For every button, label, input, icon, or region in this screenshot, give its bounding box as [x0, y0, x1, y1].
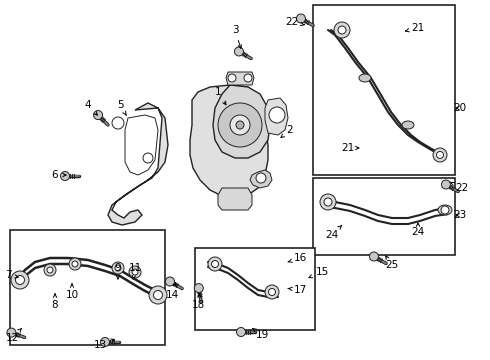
Circle shape [296, 14, 305, 23]
Text: 22: 22 [450, 182, 468, 193]
Text: 13: 13 [94, 339, 114, 350]
Bar [313, 5, 455, 175]
Circle shape [69, 258, 81, 270]
Circle shape [44, 264, 56, 276]
Text: 9: 9 [115, 263, 122, 279]
Text: 22: 22 [285, 17, 304, 27]
Circle shape [132, 269, 138, 275]
Circle shape [265, 285, 279, 299]
Circle shape [72, 261, 78, 267]
Circle shape [16, 275, 24, 284]
Circle shape [369, 252, 378, 261]
Text: 16: 16 [288, 253, 307, 263]
Polygon shape [218, 188, 252, 210]
Text: 5: 5 [117, 100, 126, 115]
Text: 11: 11 [128, 263, 142, 279]
Circle shape [433, 148, 447, 162]
Text: 7: 7 [5, 270, 18, 280]
Text: 24: 24 [325, 225, 342, 240]
Circle shape [94, 111, 102, 120]
Circle shape [324, 198, 332, 206]
Polygon shape [125, 115, 158, 175]
Text: 23: 23 [453, 210, 466, 220]
Circle shape [256, 173, 266, 183]
Ellipse shape [402, 121, 414, 129]
Text: 2: 2 [281, 125, 294, 138]
Circle shape [218, 103, 262, 147]
Circle shape [228, 74, 236, 82]
Circle shape [234, 47, 244, 56]
Ellipse shape [438, 205, 452, 215]
Circle shape [437, 152, 443, 158]
Circle shape [100, 338, 109, 346]
Text: 14: 14 [166, 283, 179, 300]
Text: 1: 1 [215, 87, 226, 105]
Text: 21: 21 [342, 143, 359, 153]
Circle shape [212, 261, 219, 267]
Text: 10: 10 [66, 284, 78, 300]
Circle shape [441, 180, 450, 189]
Text: 3: 3 [232, 25, 242, 48]
Text: 8: 8 [51, 294, 58, 310]
Text: 21: 21 [406, 23, 425, 33]
Circle shape [194, 284, 203, 293]
Circle shape [338, 26, 346, 34]
Polygon shape [250, 170, 272, 188]
Polygon shape [108, 103, 168, 225]
Text: 20: 20 [453, 103, 466, 113]
Circle shape [334, 22, 350, 38]
Bar [195, 248, 315, 330]
Circle shape [112, 117, 124, 129]
Bar [313, 178, 455, 255]
Circle shape [47, 267, 53, 273]
Circle shape [115, 265, 121, 271]
Circle shape [153, 291, 163, 300]
Circle shape [112, 262, 124, 274]
Circle shape [7, 328, 16, 337]
Text: 19: 19 [252, 328, 269, 340]
Text: 17: 17 [288, 285, 307, 295]
Text: 18: 18 [192, 294, 205, 310]
Circle shape [230, 115, 250, 135]
Circle shape [269, 288, 275, 296]
Circle shape [237, 328, 245, 337]
Polygon shape [190, 85, 268, 198]
Polygon shape [226, 72, 254, 85]
Circle shape [236, 121, 244, 129]
Text: 15: 15 [309, 267, 329, 278]
Text: 6: 6 [51, 170, 66, 180]
Circle shape [149, 286, 167, 304]
Circle shape [166, 277, 174, 286]
Circle shape [60, 171, 70, 180]
Circle shape [11, 271, 29, 289]
Polygon shape [213, 85, 270, 158]
Text: 25: 25 [385, 256, 399, 270]
Circle shape [208, 257, 222, 271]
Ellipse shape [359, 74, 371, 82]
Circle shape [244, 74, 252, 82]
Bar [10, 230, 165, 345]
Text: 12: 12 [5, 328, 22, 343]
Circle shape [129, 266, 141, 278]
Text: 4: 4 [85, 100, 98, 115]
Circle shape [143, 153, 153, 163]
Text: 24: 24 [412, 223, 425, 237]
Circle shape [320, 194, 336, 210]
Circle shape [441, 206, 449, 214]
Circle shape [269, 107, 285, 123]
Polygon shape [265, 98, 288, 135]
